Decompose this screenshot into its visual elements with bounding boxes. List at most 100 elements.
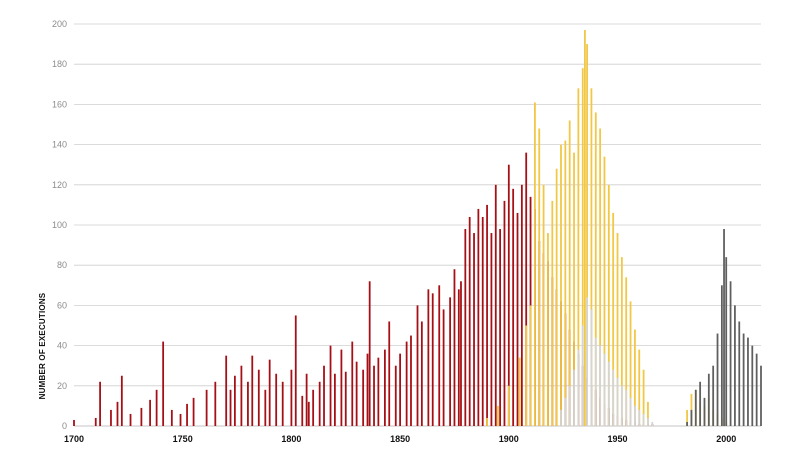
bar-lethal-injection	[725, 257, 728, 426]
bar-electrocution	[634, 329, 636, 426]
bar-electrocution	[607, 184, 610, 426]
bar-gas	[612, 369, 615, 426]
bar-electrocution	[638, 349, 641, 426]
bar-gas	[603, 353, 606, 426]
bar-gas	[620, 385, 623, 426]
bar-hanging	[373, 365, 375, 426]
bar-electrocution	[534, 102, 536, 426]
x-tick-label: 1750	[173, 434, 193, 444]
bar-electrocution	[625, 277, 628, 426]
bar-electrocution	[581, 68, 584, 426]
bar-hanging	[420, 321, 423, 426]
bar-lethal-injection	[699, 381, 702, 426]
bar-hanging	[507, 164, 510, 426]
bar-lethal-injection	[723, 229, 725, 426]
bar-lethal-injection	[707, 373, 710, 426]
bar-hanging	[120, 375, 123, 426]
bar-hanging	[355, 361, 358, 426]
bar-electrocution	[555, 168, 558, 426]
bar-electrocution	[647, 401, 649, 426]
bar-hanging	[140, 407, 143, 426]
bar-hanging	[225, 355, 228, 426]
gridlines	[74, 23, 761, 427]
bar-hanging	[486, 204, 488, 426]
bar-gas	[564, 397, 567, 426]
bar-hanging	[229, 389, 232, 426]
bar-hanging	[503, 200, 506, 426]
bar-hanging	[205, 389, 208, 426]
y-tick-label: 80	[57, 260, 67, 270]
y-tick-label: 0	[62, 421, 67, 431]
bar-lethal-injection	[734, 305, 736, 426]
y-axis-title: NUMBER OF EXECUTIONS	[38, 292, 47, 399]
bar-electrocution	[690, 393, 693, 426]
x-tick-label: 1800	[281, 434, 301, 444]
bar-lethal-injection	[747, 337, 749, 426]
bar-electrocution	[629, 301, 632, 426]
bar-electrocution	[573, 152, 575, 426]
bar-hanging	[318, 381, 321, 426]
bar-hanging	[468, 216, 471, 426]
bar-hanging	[257, 369, 260, 426]
bar-hanging	[73, 419, 75, 426]
bar-electrocution	[642, 369, 645, 426]
bar-gas	[581, 325, 584, 426]
bar-hanging	[99, 381, 101, 426]
bar-electrocution	[620, 257, 623, 426]
bar-hanging	[233, 375, 236, 426]
y-tick-label: 200	[52, 19, 67, 29]
y-tick-label: 20	[57, 381, 67, 391]
bar-hanging	[94, 417, 97, 426]
bar-lethal-injection	[742, 333, 745, 426]
bar-hanging	[247, 381, 249, 426]
bar-gas	[568, 385, 571, 426]
bar-gas	[607, 361, 610, 426]
bar-electrocution	[603, 156, 606, 426]
bar-gas	[594, 337, 597, 426]
bar-hanging	[405, 341, 408, 426]
bar-hanging	[453, 269, 456, 426]
bar-hanging	[268, 359, 271, 426]
bar-hanging	[525, 152, 528, 426]
y-tick-label: 160	[52, 99, 67, 109]
bar-electrocution	[518, 357, 521, 426]
bar-hanging	[301, 395, 304, 426]
bar-hanging	[340, 349, 343, 426]
bar-electrocution	[542, 184, 545, 426]
bar-gas	[616, 377, 619, 426]
bar-hanging	[129, 413, 132, 426]
x-tick-label: 1950	[607, 434, 627, 444]
x-tick-label: 1900	[499, 434, 519, 444]
bar-hanging	[438, 285, 441, 426]
bar-hanging	[294, 315, 297, 426]
bar-hanging	[312, 389, 315, 426]
bar-gas	[638, 409, 641, 426]
bar-hanging	[362, 369, 365, 426]
bar-electrocution	[507, 385, 510, 426]
bar-lethal-injection	[690, 409, 693, 426]
bar-hanging	[290, 369, 293, 426]
bar-lethal-injection	[760, 365, 762, 426]
bar-lethal-injection	[694, 389, 697, 426]
bar-hanging	[307, 401, 310, 426]
bar-hanging	[383, 349, 386, 426]
bar-hanging	[149, 399, 151, 426]
bar-hanging	[460, 281, 462, 426]
bar-hanging	[442, 309, 445, 426]
bar-hanging	[251, 355, 254, 426]
y-tick-label: 60	[57, 300, 67, 310]
bar-hanging	[170, 409, 173, 426]
bar-hanging	[427, 289, 430, 426]
bar-electrocution	[612, 212, 615, 426]
bar-electrocution	[584, 30, 586, 427]
bar-electrocution	[586, 44, 588, 426]
bar-hanging	[499, 229, 502, 426]
bar-lethal-injection	[729, 281, 732, 426]
bar-hanging	[333, 373, 336, 426]
bar-lethal-injection	[738, 321, 741, 426]
bar-hanging	[116, 401, 119, 426]
bar-hanging	[477, 208, 480, 426]
bar-electrocution	[551, 200, 554, 426]
x-tick-label: 1850	[390, 434, 410, 444]
